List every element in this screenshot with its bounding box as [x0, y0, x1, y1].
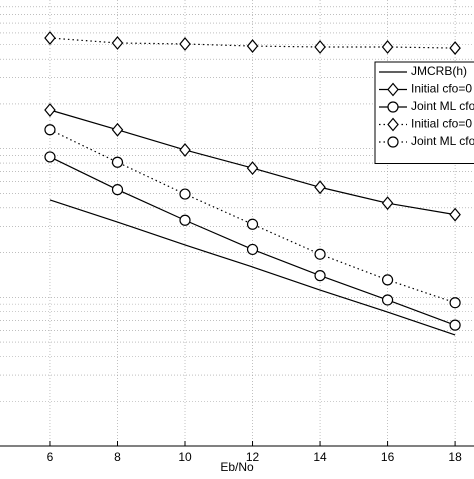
diamond-marker: [246, 39, 259, 53]
circle-marker: [387, 136, 399, 148]
legend-label: Initial cfo=0: [411, 82, 472, 96]
diamond-marker: [179, 143, 191, 157]
series-line: [49, 156, 456, 326]
circle-marker: [314, 248, 326, 260]
diamond-marker: [44, 103, 56, 117]
circle-marker: [381, 274, 394, 286]
circle-marker: [111, 156, 124, 168]
circle-marker: [449, 297, 461, 309]
circle-marker: [44, 151, 56, 163]
diamond-marker: [246, 161, 259, 176]
x-tick-label: 16: [381, 450, 395, 464]
circle-marker: [246, 243, 259, 256]
legend-label: Joint ML cfo: [411, 99, 474, 113]
diamond-marker: [449, 207, 461, 222]
x-tick-label: 18: [448, 450, 462, 464]
circle-marker: [179, 214, 191, 226]
diamond-marker: [387, 117, 399, 132]
circle-marker: [449, 319, 461, 331]
x-tick-label: 12: [246, 450, 260, 464]
diamond-marker: [44, 31, 56, 45]
diamond-marker: [381, 196, 394, 211]
x-tick-label: 14: [313, 450, 327, 464]
plot-area: [44, 31, 461, 336]
circle-marker: [111, 184, 124, 196]
circle-marker: [44, 124, 56, 136]
diamond-marker: [314, 40, 326, 54]
diamond-marker: [111, 36, 124, 50]
circle-marker: [381, 294, 394, 306]
diamond-marker: [381, 40, 394, 54]
legend-label: Initial cfo=0: [411, 117, 472, 131]
series-line: [49, 199, 456, 336]
diamond-marker: [387, 82, 399, 97]
diamond-marker: [111, 122, 124, 137]
x-tick-label: 10: [178, 450, 192, 464]
circle-marker: [246, 218, 259, 230]
x-tick-label: 8: [114, 450, 121, 464]
x-axis-label: Eb/No: [220, 460, 254, 474]
diamond-marker: [179, 37, 191, 51]
diamond-marker: [449, 41, 461, 56]
diamond-marker: [314, 180, 326, 195]
legend-label: Joint ML cfo: [411, 134, 474, 148]
circle-marker: [179, 188, 191, 200]
circle-marker: [387, 101, 399, 113]
legend-label: JMCRB(h): [411, 64, 467, 78]
x-tick-label: 6: [47, 450, 54, 464]
circle-marker: [314, 270, 326, 282]
